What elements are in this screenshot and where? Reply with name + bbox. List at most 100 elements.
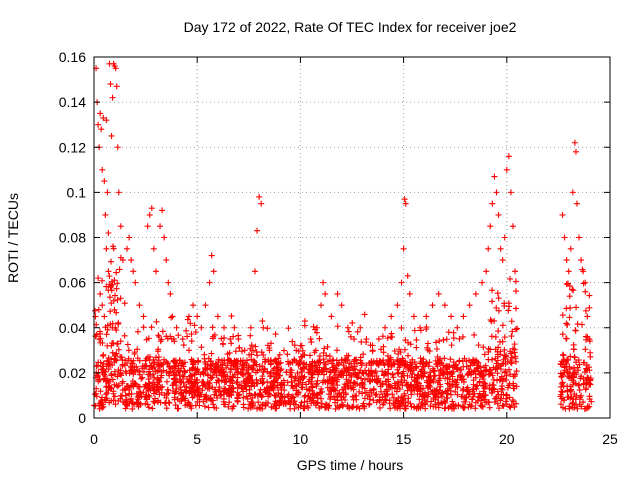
data-point xyxy=(584,313,591,320)
data-point xyxy=(392,398,399,405)
data-point xyxy=(429,302,436,309)
data-point xyxy=(470,360,477,367)
data-point xyxy=(129,378,136,385)
data-point xyxy=(248,342,255,349)
data-point xyxy=(397,349,404,356)
data-point xyxy=(128,367,135,374)
data-point xyxy=(108,397,115,404)
data-point xyxy=(558,380,565,387)
data-point xyxy=(429,388,436,395)
data-point xyxy=(576,387,583,394)
data-point xyxy=(99,166,106,173)
data-point xyxy=(382,369,389,376)
data-point xyxy=(273,375,280,382)
data-point xyxy=(92,313,99,320)
data-point xyxy=(136,302,143,309)
data-point xyxy=(503,166,510,173)
data-point xyxy=(145,376,152,383)
data-point xyxy=(446,376,453,383)
data-point xyxy=(188,372,195,379)
data-point xyxy=(586,338,593,345)
data-point xyxy=(241,347,248,354)
data-point xyxy=(196,393,203,400)
data-point xyxy=(299,374,306,381)
data-point xyxy=(357,367,364,374)
data-point xyxy=(148,324,155,331)
data-point xyxy=(350,396,357,403)
data-point xyxy=(152,268,159,275)
data-point xyxy=(401,377,408,384)
data-point xyxy=(559,331,566,338)
data-point xyxy=(111,306,118,313)
data-point xyxy=(391,385,398,392)
data-point xyxy=(338,401,345,408)
data-point xyxy=(509,223,516,230)
data-point xyxy=(352,380,359,387)
data-point xyxy=(360,351,367,358)
data-point xyxy=(121,300,128,307)
data-point xyxy=(209,384,216,391)
data-point xyxy=(267,340,274,347)
data-point xyxy=(272,405,279,412)
data-point xyxy=(107,308,114,315)
data-point xyxy=(571,139,578,146)
data-point xyxy=(180,342,187,349)
data-point xyxy=(384,352,391,359)
data-point xyxy=(421,363,428,370)
data-point xyxy=(240,357,247,364)
data-point xyxy=(146,357,153,364)
data-point xyxy=(494,370,501,377)
data-point xyxy=(142,400,149,407)
data-point xyxy=(128,257,135,264)
data-point xyxy=(447,356,454,363)
data-point xyxy=(105,268,112,275)
data-point xyxy=(221,387,228,394)
data-point xyxy=(497,351,504,358)
data-point xyxy=(316,335,323,342)
data-point xyxy=(278,390,285,397)
data-point xyxy=(161,234,168,241)
data-point xyxy=(228,313,235,320)
data-point xyxy=(98,126,105,133)
data-point xyxy=(159,328,166,335)
data-point xyxy=(206,380,213,387)
data-point xyxy=(99,302,106,309)
data-point xyxy=(566,366,573,373)
data-point xyxy=(502,368,509,375)
data-point xyxy=(215,356,222,363)
data-point xyxy=(146,393,153,400)
data-point xyxy=(308,339,315,346)
data-point xyxy=(413,365,420,372)
data-point xyxy=(196,402,203,409)
data-point xyxy=(341,368,348,375)
data-point xyxy=(152,395,159,402)
data-point xyxy=(496,405,503,412)
data-point xyxy=(114,296,121,303)
data-point xyxy=(178,389,185,396)
data-point xyxy=(331,393,338,400)
y-tick-label: 0.04 xyxy=(59,320,86,336)
data-point xyxy=(134,328,141,335)
data-point xyxy=(571,353,578,360)
data-point xyxy=(424,340,431,347)
data-point xyxy=(220,398,227,405)
data-point xyxy=(320,349,327,356)
x-tick-label: 20 xyxy=(499,431,515,447)
data-point xyxy=(369,342,376,349)
data-point xyxy=(508,402,515,409)
data-point xyxy=(499,322,506,329)
data-point xyxy=(249,394,256,401)
data-point xyxy=(229,405,236,412)
data-point xyxy=(115,320,122,327)
data-point xyxy=(176,377,183,384)
data-point xyxy=(136,394,143,401)
data-point xyxy=(194,313,201,320)
data-point xyxy=(229,373,236,380)
data-point xyxy=(580,280,587,287)
data-point xyxy=(558,361,565,368)
data-point xyxy=(495,211,502,218)
data-point xyxy=(358,360,365,367)
data-point xyxy=(215,359,222,366)
data-point xyxy=(146,211,153,218)
data-point xyxy=(235,368,242,375)
